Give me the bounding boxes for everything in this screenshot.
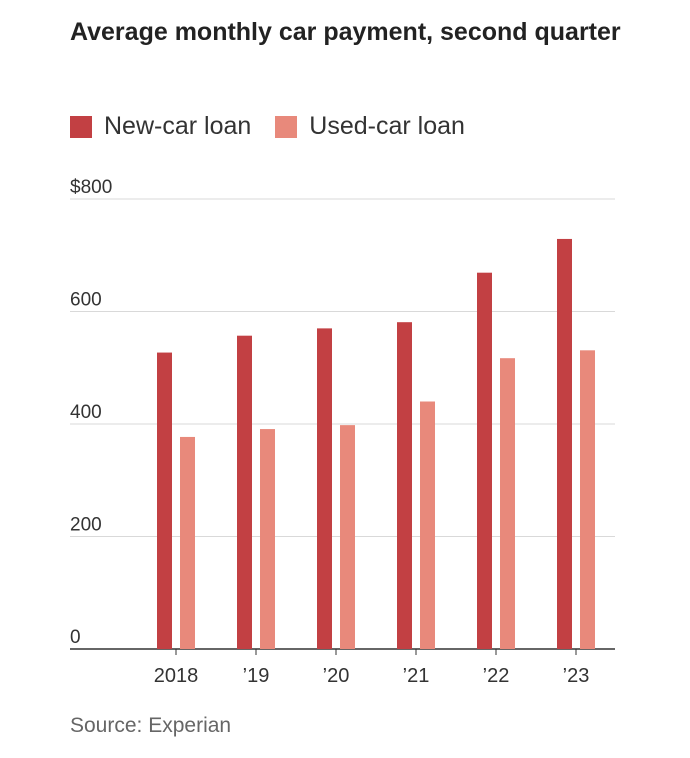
legend: New-car loan Used-car loan bbox=[70, 112, 489, 141]
bar-new-car bbox=[237, 335, 252, 649]
bar-used-car bbox=[580, 350, 595, 649]
chart-title: Average monthly car payment, second quar… bbox=[70, 18, 621, 46]
legend-swatch-new bbox=[70, 115, 92, 138]
x-tick-label: ’20 bbox=[323, 665, 350, 687]
bar-used-car bbox=[420, 401, 435, 649]
bar-new-car bbox=[317, 328, 332, 649]
x-tick-label: 2018 bbox=[154, 665, 199, 687]
bar-chart: $800 600 400 200 0 2018 ’19 ’20 ’21 ’22 ’23 bbox=[70, 177, 615, 687]
y-tick-label: 200 bbox=[70, 515, 102, 536]
y-tick-label: 600 bbox=[70, 290, 102, 311]
legend-item-new: New-car loan bbox=[70, 112, 251, 141]
x-tick-label: ’23 bbox=[563, 665, 590, 687]
x-tick-label: ’19 bbox=[243, 665, 270, 687]
y-tick-label: 400 bbox=[70, 402, 102, 423]
bar-used-car bbox=[340, 425, 355, 649]
legend-item-used: Used-car loan bbox=[275, 112, 465, 141]
x-tick-label: ’22 bbox=[483, 665, 510, 687]
bar-new-car bbox=[157, 352, 172, 649]
bar-new-car bbox=[477, 272, 492, 649]
legend-swatch-used bbox=[275, 115, 298, 138]
bar-used-car bbox=[500, 358, 515, 649]
bar-new-car bbox=[557, 238, 572, 649]
source-note: Source: Experian bbox=[70, 714, 232, 737]
bar-used-car bbox=[260, 429, 275, 649]
x-tick-label: ’21 bbox=[403, 665, 430, 687]
bar-new-car bbox=[397, 322, 412, 649]
y-tick-label: $800 bbox=[70, 177, 112, 198]
bar-used-car bbox=[180, 436, 195, 649]
legend-label-used: Used-car loan bbox=[309, 112, 465, 140]
legend-label-new: New-car loan bbox=[104, 112, 252, 140]
y-tick-label: 0 bbox=[70, 627, 81, 648]
